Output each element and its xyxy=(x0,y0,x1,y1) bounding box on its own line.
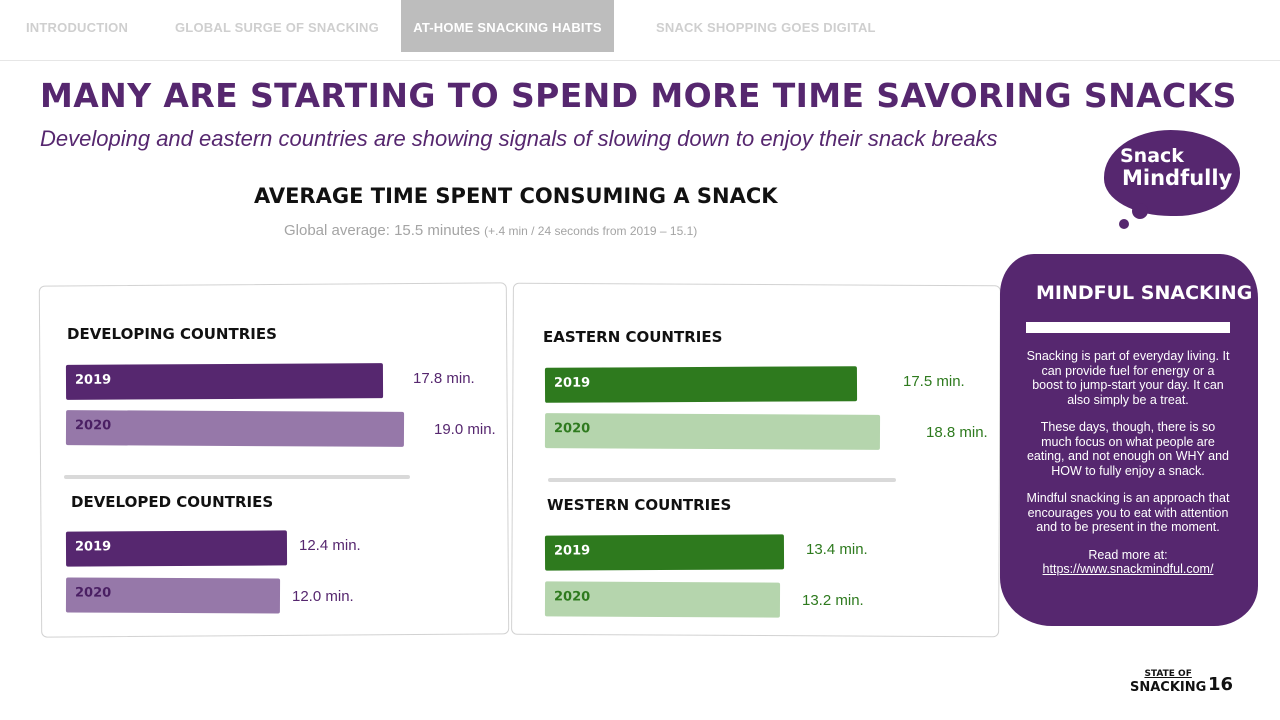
bar-year-label: 2019 xyxy=(553,543,591,559)
group-label-developed-countries: DEVELOPED COUNTRIES xyxy=(71,493,274,511)
bar-developing-2019: 2019 xyxy=(65,363,384,400)
tab-introduction[interactable]: INTRODUCTION xyxy=(26,20,129,35)
group-divider xyxy=(548,478,896,482)
bar-western-2020: 2020 xyxy=(544,581,781,618)
bar-year-label: 2019 xyxy=(74,372,112,388)
bar-year-label: 2019 xyxy=(74,539,112,555)
bar-western-2019: 2019 xyxy=(544,534,785,571)
bar-value-label: 13.4 min. xyxy=(806,541,868,558)
sidebar-paragraph: Snacking is part of everyday living. It … xyxy=(1026,349,1230,407)
bar-year-label: 2020 xyxy=(553,421,591,437)
chart-title: AVERAGE TIME SPENT CONSUMING A SNACK xyxy=(254,184,778,208)
logo-cloud-shape xyxy=(1104,130,1240,216)
bar-value-label: 18.8 min. xyxy=(926,424,988,441)
page-title: MANY ARE STARTING TO SPEND MORE TIME SAV… xyxy=(40,76,1237,115)
sidebar-link[interactable]: https://www.snackmindful.com/ xyxy=(1042,562,1214,576)
footer-brand-line-1: STATE OF xyxy=(1144,669,1192,679)
bar-year-label: 2020 xyxy=(74,585,112,601)
tab-snack-shopping-goes-digital[interactable]: SNACK SHOPPING GOES DIGITAL xyxy=(656,20,876,35)
page-number: 16 xyxy=(1208,674,1234,695)
bar-eastern-2019: 2019 xyxy=(544,366,858,403)
bar-developed-2019: 2019 xyxy=(65,530,288,567)
bar-developed-2020: 2020 xyxy=(65,577,281,614)
group-label-developing-countries: DEVELOPING COUNTRIES xyxy=(67,325,277,343)
sidebar-read-more: Read more at: xyxy=(1088,547,1168,562)
group-divider xyxy=(64,475,410,479)
sidebar-paragraph: Mindful snacking is an approach that enc… xyxy=(1026,491,1230,534)
global-average-note: (+.4 min / 24 seconds from 2019 – 15.1) xyxy=(484,224,698,238)
tab-at-home-snacking-habits[interactable]: AT-HOME SNACKING HABITS xyxy=(401,0,614,52)
state-of-snacking-logo: STATE OF SNACKING xyxy=(1130,668,1206,694)
bar-year-label: 2019 xyxy=(553,375,591,391)
sidebar-title: MINDFUL SNACKING xyxy=(1036,282,1253,304)
sidebar-body: Snacking is part of everyday living. It … xyxy=(1026,349,1230,577)
sidebar-paragraph: These days, though, there is so much foc… xyxy=(1026,420,1229,478)
bar-developing-2020: 2020 xyxy=(65,410,405,447)
bar-value-label: 17.8 min. xyxy=(413,370,475,387)
logo-bubble-small xyxy=(1119,219,1129,229)
global-average: Global average: 15.5 minutes (+.4 min / … xyxy=(284,222,697,239)
group-label-western-countries: WESTERN COUNTRIES xyxy=(547,496,732,514)
logo-text: Snack Mindfully xyxy=(1120,145,1232,189)
logo-bubble-large xyxy=(1132,203,1148,219)
bar-value-label: 12.4 min. xyxy=(299,537,361,554)
tab-global-surge-of-snacking[interactable]: GLOBAL SURGE OF SNACKING xyxy=(175,20,379,35)
bar-value-label: 12.0 min. xyxy=(292,588,354,605)
bar-value-label: 19.0 min. xyxy=(434,421,496,438)
bar-year-label: 2020 xyxy=(553,589,591,605)
sidebar-rule xyxy=(1026,322,1230,333)
top-nav: INTRODUCTION GLOBAL SURGE OF SNACKING AT… xyxy=(0,0,1280,52)
footer-brand-line-2: SNACKING xyxy=(1130,680,1207,695)
logo-line-1: Snack xyxy=(1120,145,1184,167)
group-label-eastern-countries: EASTERN COUNTRIES xyxy=(543,328,723,346)
mindful-snacking-sidebar: MINDFUL SNACKING Snacking is part of eve… xyxy=(1000,254,1258,626)
global-average-main: Global average: 15.5 minutes xyxy=(284,222,480,239)
page-subtitle: Developing and eastern countries are sho… xyxy=(40,126,998,151)
bar-year-label: 2020 xyxy=(74,418,112,434)
logo-line-2: Mindfully xyxy=(1122,166,1233,190)
nav-divider xyxy=(0,60,1280,61)
bar-eastern-2020: 2020 xyxy=(544,413,881,450)
bar-value-label: 13.2 min. xyxy=(802,592,864,609)
bar-value-label: 17.5 min. xyxy=(903,373,965,390)
